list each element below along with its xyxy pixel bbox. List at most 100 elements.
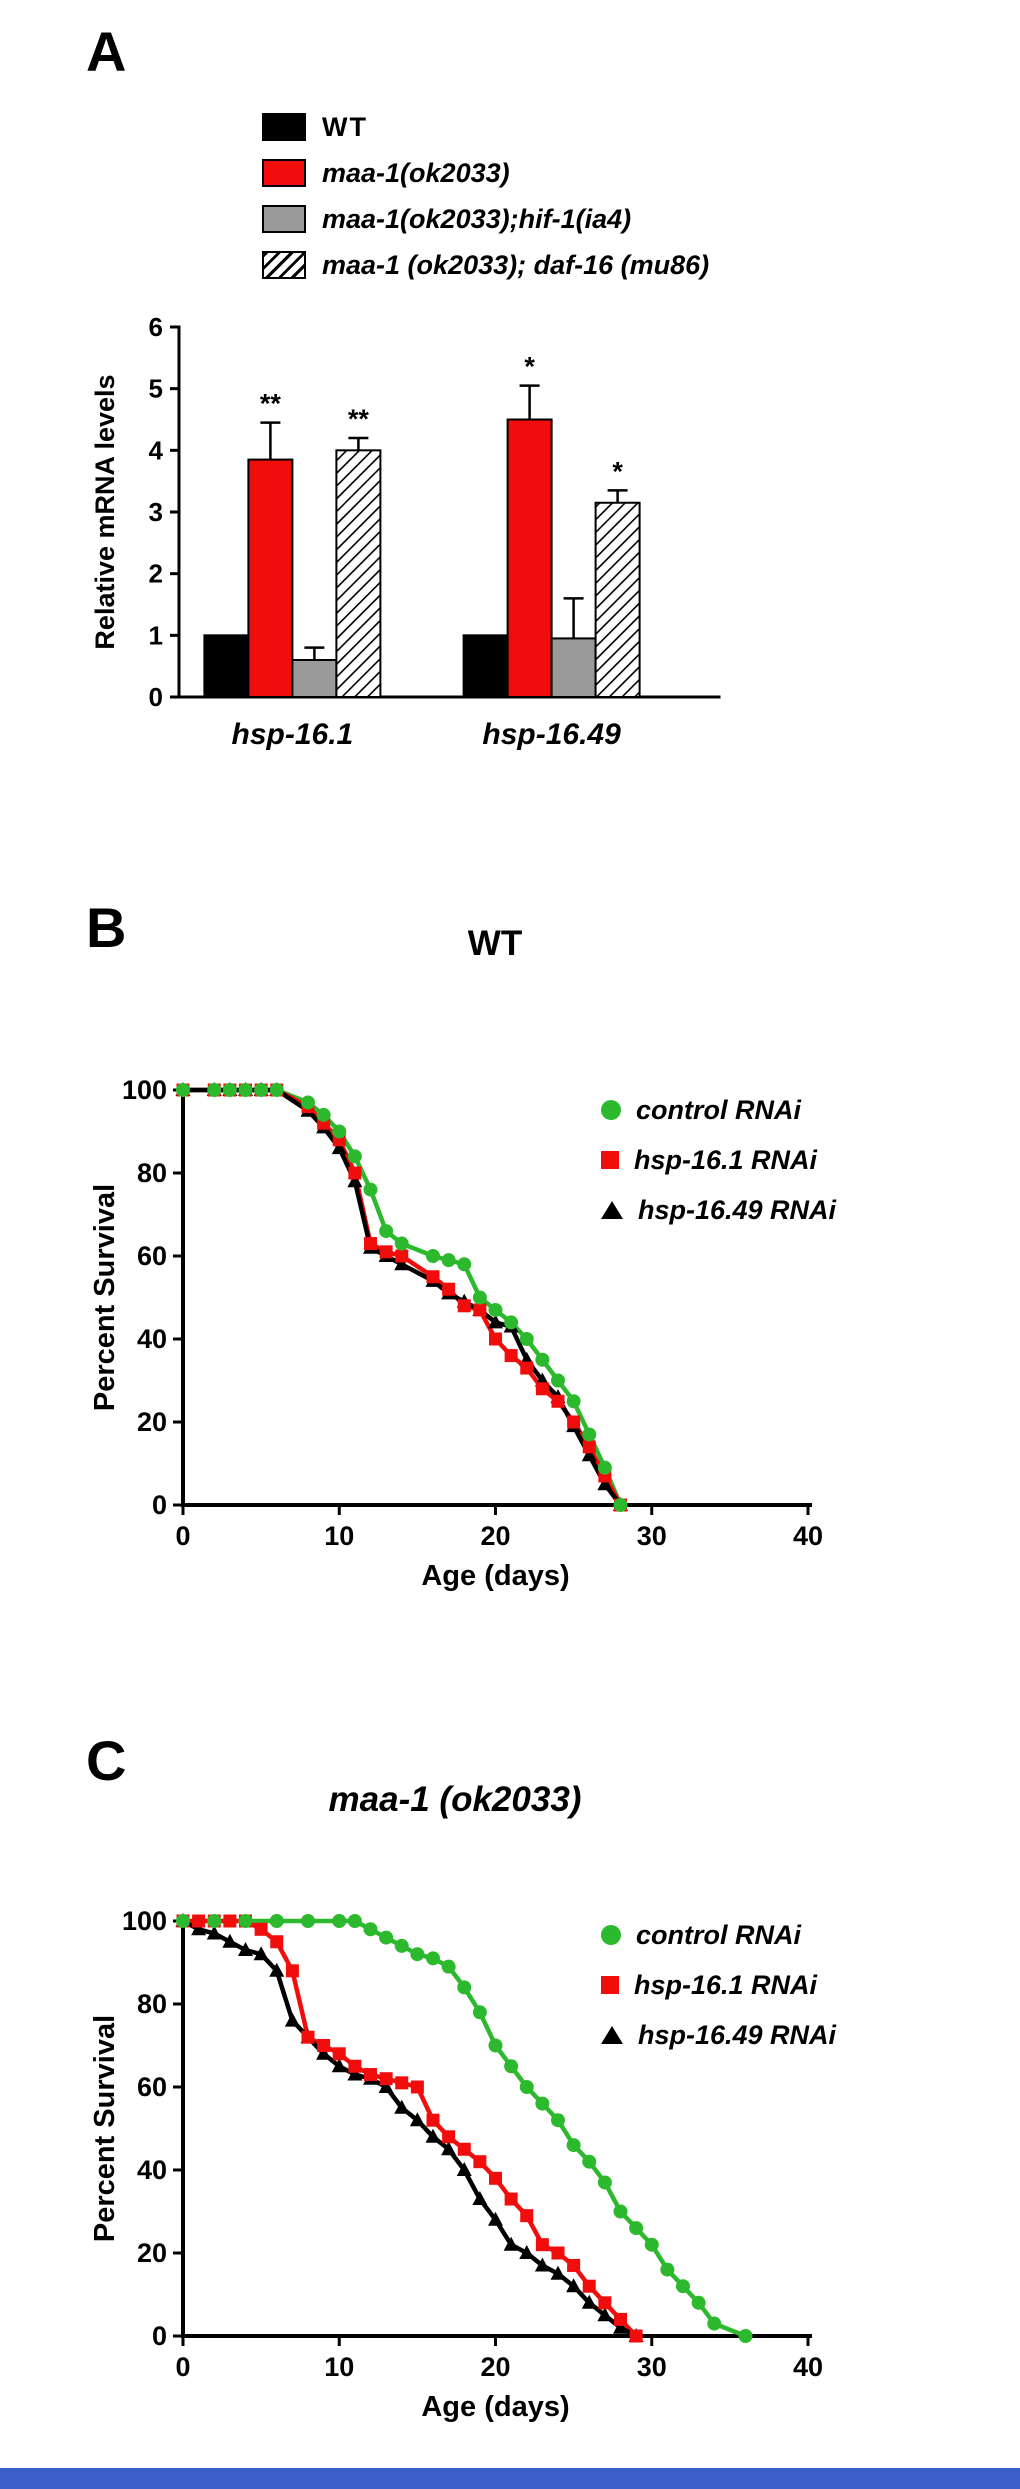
data-point-marker: [691, 2295, 706, 2310]
data-point-marker: [176, 1083, 190, 1097]
y-tick-label: 1: [149, 620, 163, 650]
data-point-marker: [301, 1914, 315, 1928]
wt-color-swatch: [262, 113, 306, 141]
panel-c-legend: control RNAi hsp-16.1 RNAi hsp-16.49 RNA…: [601, 1910, 836, 2060]
data-point-marker: [347, 2066, 363, 2081]
category-label: hsp-16.1: [232, 718, 354, 751]
legend-item-maa1: maa-1(ok2033): [262, 150, 709, 196]
data-point-marker: [347, 1149, 362, 1164]
data-point-marker: [520, 2209, 534, 2223]
data-point-marker: [519, 2245, 535, 2259]
panel-c-label: C: [86, 1729, 127, 1792]
panel-b-label: B: [86, 896, 127, 959]
significance-label: **: [260, 389, 282, 419]
x-axis-label: Age (days): [421, 1560, 569, 1592]
data-point-marker: [254, 1922, 268, 1936]
y-tick-label: 100: [122, 1075, 167, 1105]
data-point-marker: [457, 1257, 472, 1272]
y-tick-label: 100: [122, 1906, 167, 1936]
data-point-marker: [566, 1394, 581, 1409]
data-point-marker: [426, 1249, 440, 1263]
data-point-marker: [269, 1962, 285, 1977]
data-point-marker: [567, 2258, 581, 2272]
data-point-marker: [581, 1447, 597, 1462]
data-point-marker: [519, 2080, 534, 2094]
x-tick-label: 20: [480, 2352, 510, 2382]
data-point-marker: [269, 1914, 284, 1928]
data-point-marker: [347, 1914, 362, 1928]
data-point-marker: [379, 1224, 394, 1239]
data-point-marker: [457, 2142, 471, 2156]
data-point-marker: [597, 2307, 613, 2322]
data-point-marker: [504, 2059, 519, 2074]
data-point-marker: [223, 1914, 237, 1928]
data-point-marker: [535, 2096, 550, 2111]
data-point-marker: [191, 1921, 207, 1936]
panel-c-survival-chart: 0 10 20 30 40 0 20 40 60 80 100 Age (days) Percent S…: [89, 1906, 823, 2423]
bar: [203, 634, 250, 699]
data-point-marker: [676, 2279, 690, 2294]
data-point-marker: [597, 1476, 613, 1491]
legend-item-control-rnai: control RNAi: [601, 1910, 836, 1960]
triangle-marker-icon: [601, 1201, 623, 1219]
data-point-marker: [316, 1107, 331, 1122]
data-point-marker: [285, 1964, 299, 1978]
x-tick-label: 10: [324, 2352, 354, 2382]
data-point-marker: [192, 1914, 206, 1928]
data-point-marker: [238, 1942, 253, 1957]
bar: [247, 458, 294, 698]
data-point-marker: [395, 2076, 409, 2090]
bar: [506, 418, 553, 698]
data-point-marker: [442, 1282, 456, 1296]
data-point-marker: [520, 1361, 534, 1375]
bar: [291, 659, 338, 698]
data-point-marker: [363, 1922, 378, 1937]
y-tick-label: 60: [137, 2072, 167, 2102]
square-marker-icon: [601, 1151, 619, 1169]
legend-label-hsp1649-rnai: hsp-16.49 RNAi: [638, 2019, 837, 2050]
legend-item-hsp161-rnai: hsp-16.1 RNAi: [601, 1135, 836, 1185]
y-tick-label: 2: [149, 559, 163, 589]
significance-label: *: [612, 456, 623, 486]
data-point-marker: [597, 2175, 612, 2190]
data-point-marker: [457, 1980, 472, 1995]
y-tick-label: 20: [137, 1407, 167, 1437]
data-point-marker: [238, 1083, 253, 1097]
data-point-marker: [598, 2296, 612, 2310]
data-point-marker: [379, 1245, 393, 1259]
x-tick-label: 10: [324, 1521, 354, 1551]
panel-a-label: A: [86, 20, 127, 83]
legend-label-maa1-daf16: maa-1 (ok2033); daf-16 (mu86): [322, 249, 710, 280]
legend-item-hsp1649-rnai: hsp-16.49 RNAi: [601, 2010, 836, 2060]
y-axis-label: Percent Survival: [89, 1184, 121, 1411]
data-point-marker: [331, 2058, 347, 2073]
data-point-marker: [394, 1256, 410, 1271]
maa1-color-swatch: [262, 159, 306, 187]
data-point-marker: [551, 1394, 565, 1408]
y-tick-label: 20: [137, 2238, 167, 2268]
data-point-marker: [535, 1352, 550, 1367]
data-point-marker: [473, 2155, 487, 2169]
data-point-marker: [551, 2113, 565, 2128]
data-point-marker: [441, 1253, 456, 1268]
data-point-marker: [489, 1332, 502, 1346]
y-tick-label: 3: [149, 497, 163, 527]
data-point-marker: [504, 2192, 518, 2206]
data-point-marker: [348, 1166, 362, 1180]
data-point-marker: [394, 1236, 409, 1251]
x-tick-label: 40: [793, 2352, 823, 2382]
maa1-hif1-color-swatch: [262, 205, 306, 233]
legend-label-control-rnai: control RNAi: [636, 1919, 801, 1950]
y-tick-label: 4: [149, 435, 164, 465]
data-point-marker: [426, 2113, 440, 2127]
data-point-marker: [535, 2238, 549, 2252]
panel-b-title: WT: [467, 924, 523, 963]
data-point-marker: [613, 1498, 628, 1512]
bar: [550, 637, 597, 698]
data-point-marker: [707, 2316, 722, 2331]
series-line: [183, 1087, 623, 1506]
data-point-marker: [582, 1427, 597, 1442]
data-point-marker: [332, 2047, 346, 2061]
data-point-marker: [316, 2045, 332, 2060]
data-point-marker: [364, 1237, 377, 1251]
